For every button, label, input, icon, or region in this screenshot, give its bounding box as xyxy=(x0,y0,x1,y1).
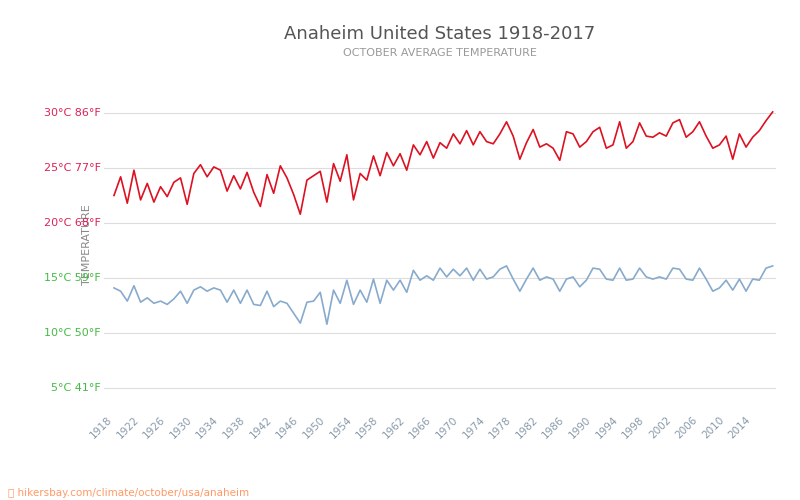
Text: 30°C 86°F: 30°C 86°F xyxy=(44,108,101,118)
Text: 15°C 59°F: 15°C 59°F xyxy=(44,273,101,283)
Y-axis label: TEMPERATURE: TEMPERATURE xyxy=(82,204,92,286)
Text: OCTOBER AVERAGE TEMPERATURE: OCTOBER AVERAGE TEMPERATURE xyxy=(343,48,537,58)
Text: 25°C 77°F: 25°C 77°F xyxy=(44,163,101,173)
Text: 🔴 hikersbay.com/climate/october/usa/anaheim: 🔴 hikersbay.com/climate/october/usa/anah… xyxy=(8,488,249,498)
Text: 20°C 68°F: 20°C 68°F xyxy=(44,218,101,228)
Text: 5°C 41°F: 5°C 41°F xyxy=(51,383,101,393)
Text: Anaheim United States 1918-2017: Anaheim United States 1918-2017 xyxy=(284,25,596,43)
Text: 10°C 50°F: 10°C 50°F xyxy=(44,328,101,338)
